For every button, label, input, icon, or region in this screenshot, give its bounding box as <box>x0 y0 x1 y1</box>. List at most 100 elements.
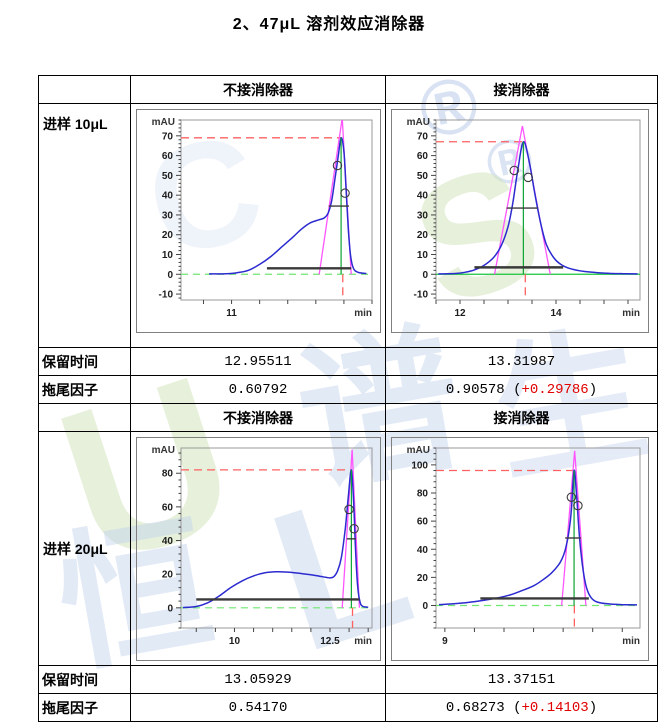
inflection-marker <box>332 160 343 171</box>
retention-time-label: 保留时间 <box>38 347 131 376</box>
x-axis-label: min <box>622 636 640 647</box>
empty-cell <box>38 403 131 432</box>
plot-frame <box>180 119 373 301</box>
svg-text:20: 20 <box>162 230 174 241</box>
inflection-marker <box>523 172 533 183</box>
svg-text:30: 30 <box>162 210 174 221</box>
x-axis-label: min <box>622 308 640 319</box>
results-table: 不接消除器 接消除器 进样 10μL -10 0 10 20 30 40 50 60 70 11 m… <box>38 75 658 722</box>
column-header-with-eliminator: 接消除器 <box>385 403 658 432</box>
svg-text:9: 9 <box>442 636 448 647</box>
svg-text:10: 10 <box>417 250 429 261</box>
retention-value-without: 13.05929 <box>130 665 386 694</box>
svg-text:14: 14 <box>550 308 562 319</box>
chromatogram-chart: -10 0 10 20 30 40 50 60 70 12 14 mAU min <box>407 117 641 319</box>
tailing-value-with: 0.68273 (+0.14103) <box>385 693 658 722</box>
x-axis-label: min <box>354 636 372 647</box>
tailing-factor-label: 拖尾因子 <box>38 693 131 722</box>
plot-frame <box>435 119 641 301</box>
plot-frame <box>435 447 641 629</box>
retention-value-without: 12.95511 <box>130 347 386 376</box>
chromatogram-chart: 0 20 40 60 80 100 9 mAU min <box>407 445 641 647</box>
paren-close: ) <box>588 699 598 716</box>
chromatogram-curve <box>438 469 638 606</box>
tailing-main: 0.90578 <box>445 381 505 398</box>
y-axis-label: mAU <box>152 445 175 456</box>
chart-row-20ul: 进样 20μL 0 20 40 60 80 10 12.5 mAU min 0 20 40 60 80 1… <box>38 431 658 666</box>
svg-text:20: 20 <box>417 573 429 584</box>
svg-text:40: 40 <box>162 191 174 202</box>
retention-time-label: 保留时间 <box>38 665 131 694</box>
tangent-lines <box>493 125 551 275</box>
svg-text:60: 60 <box>162 502 174 513</box>
chromatogram-chart: -10 0 10 20 30 40 50 60 70 11 mAU min <box>152 117 373 319</box>
svg-text:80: 80 <box>417 489 429 500</box>
svg-text:0: 0 <box>422 601 428 612</box>
sample-label-20ul: 进样 20μL <box>38 431 131 666</box>
tailing-value-without: 0.54170 <box>130 693 386 722</box>
svg-text:0: 0 <box>167 603 173 614</box>
svg-text:60: 60 <box>162 151 174 162</box>
inflection-marker <box>573 500 583 511</box>
sample-label-10ul: 进样 10μL <box>38 103 131 348</box>
column-header-with-eliminator: 接消除器 <box>385 75 658 104</box>
chart-cell: -10 0 10 20 30 40 50 60 70 12 14 mAU min <box>385 103 658 348</box>
svg-text:30: 30 <box>417 210 429 221</box>
inflection-marker <box>566 492 577 502</box>
chromatogram-curve <box>182 469 369 609</box>
svg-text:50: 50 <box>162 171 174 182</box>
inflection-marker <box>509 165 519 176</box>
tailing-delta: +0.29786 <box>521 381 589 398</box>
tangent-lines <box>561 450 587 606</box>
chart-cell: 0 20 40 60 80 100 9 mAU min <box>385 431 658 666</box>
svg-text:60: 60 <box>417 151 429 162</box>
svg-text:12: 12 <box>454 308 466 319</box>
tailing-delta: +0.14103 <box>521 699 589 716</box>
retention-value-with: 13.31987 <box>385 347 658 376</box>
svg-text:70: 70 <box>162 131 174 142</box>
y-axis-label: mAU <box>407 117 430 128</box>
header-row-1: 不接消除器 接消除器 <box>38 75 658 104</box>
svg-text:60: 60 <box>417 517 429 528</box>
svg-text:0: 0 <box>167 270 173 281</box>
tailing-row-10ul: 拖尾因子 0.60792 0.90578 (+0.29786) <box>38 375 658 404</box>
svg-text:40: 40 <box>162 536 174 547</box>
retention-row-20ul: 保留时间 13.05929 13.37151 <box>38 665 658 694</box>
chromatogram-10ul-with-eliminator: -10 0 10 20 30 40 50 60 70 12 14 mAU min <box>391 109 649 333</box>
svg-text:-10: -10 <box>414 290 429 301</box>
page-title: 2、47μL 溶剂效应消除器 <box>232 16 426 33</box>
svg-text:12.5: 12.5 <box>320 636 340 647</box>
paren-close: ) <box>588 381 598 398</box>
svg-text:20: 20 <box>162 570 174 581</box>
y-axis-label: mAU <box>407 445 430 456</box>
svg-text:10: 10 <box>162 250 174 261</box>
inflection-marker <box>349 523 359 534</box>
header-row-2: 不接消除器 接消除器 <box>38 403 658 432</box>
chart-row-10ul: 进样 10μL -10 0 10 20 30 40 50 60 70 11 mAU min -10 0 1… <box>38 103 658 348</box>
svg-text:0: 0 <box>422 270 428 281</box>
chart-cell: 0 20 40 60 80 10 12.5 mAU min <box>130 431 386 666</box>
paren-open: ( <box>504 381 522 398</box>
empty-cell <box>38 75 131 104</box>
retention-row-10ul: 保留时间 12.95511 13.31987 <box>38 347 658 376</box>
chromatogram-10ul-without-eliminator: -10 0 10 20 30 40 50 60 70 11 mAU min <box>136 109 381 333</box>
svg-text:70: 70 <box>417 131 429 142</box>
svg-text:40: 40 <box>417 191 429 202</box>
tangent-lines <box>341 449 361 608</box>
svg-text:11: 11 <box>226 308 237 319</box>
chromatogram-20ul-without-eliminator: 0 20 40 60 80 10 12.5 mAU min <box>136 437 381 661</box>
svg-text:-10: -10 <box>159 290 174 301</box>
chromatogram-20ul-with-eliminator: 0 20 40 60 80 100 9 mAU min <box>391 437 649 661</box>
svg-text:50: 50 <box>417 171 429 182</box>
svg-text:20: 20 <box>417 230 429 241</box>
column-header-without-eliminator: 不接消除器 <box>130 403 386 432</box>
inflection-marker <box>340 188 350 198</box>
svg-text:100: 100 <box>411 460 428 471</box>
x-axis-label: min <box>354 308 372 319</box>
svg-text:10: 10 <box>229 636 241 647</box>
tailing-main: 0.68273 <box>445 699 505 716</box>
y-axis-label: mAU <box>152 117 175 128</box>
chart-cell: -10 0 10 20 30 40 50 60 70 11 mAU min <box>130 103 386 348</box>
retention-value-with: 13.37151 <box>385 665 658 694</box>
tailing-factor-label: 拖尾因子 <box>38 375 131 404</box>
